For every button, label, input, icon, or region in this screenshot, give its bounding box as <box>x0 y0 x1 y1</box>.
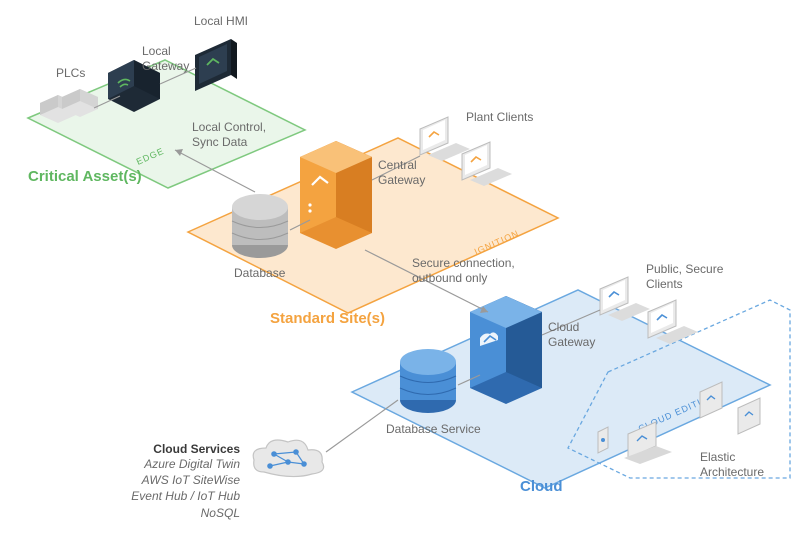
cloud-services-title: Cloud Services <box>130 442 240 456</box>
elastic-phone <box>598 427 608 453</box>
cloud-zone-title: Cloud <box>520 478 563 495</box>
edge-zone-title: Critical Asset(s) <box>28 168 142 185</box>
edge-connection-label: Local Control, Sync Data <box>192 120 266 150</box>
elastic-tablet-2 <box>738 398 760 434</box>
cloud-services-item-0: Azure Digital Twin <box>130 456 240 472</box>
plant-clients-label: Plant Clients <box>466 110 533 124</box>
cloud-services-icon <box>253 440 323 477</box>
local-hmi-label: Local HMI <box>194 14 248 28</box>
cloud-services-item-1: AWS IoT SiteWise <box>130 472 240 488</box>
standard-database-icon <box>232 194 288 258</box>
central-gateway-icon <box>300 141 372 249</box>
cloud-gateway-label: Cloud Gateway <box>548 320 595 350</box>
cloud-database-icon <box>400 349 456 413</box>
public-clients-label: Public, Secure Clients <box>646 262 723 292</box>
cloud-db-label: Database Service <box>386 422 481 436</box>
cloud-services-block: Cloud Services Azure Digital Twin AWS Io… <box>130 442 240 521</box>
cloud-services-item-2: Event Hub / IoT Hub <box>130 488 240 504</box>
standard-zone-title: Standard Site(s) <box>270 310 385 327</box>
elastic-label: Elastic Architecture <box>700 450 764 480</box>
standard-db-label: Database <box>234 266 285 280</box>
local-gateway-label: Local Gateway <box>142 44 189 74</box>
central-gateway-label: Central Gateway <box>378 158 425 188</box>
local-hmi-icon <box>195 39 237 91</box>
plc-label: PLCs <box>56 66 85 80</box>
standard-cloud-connection-label: Secure connection, outbound only <box>412 256 515 286</box>
cloud-services-item-3: NoSQL <box>130 505 240 521</box>
